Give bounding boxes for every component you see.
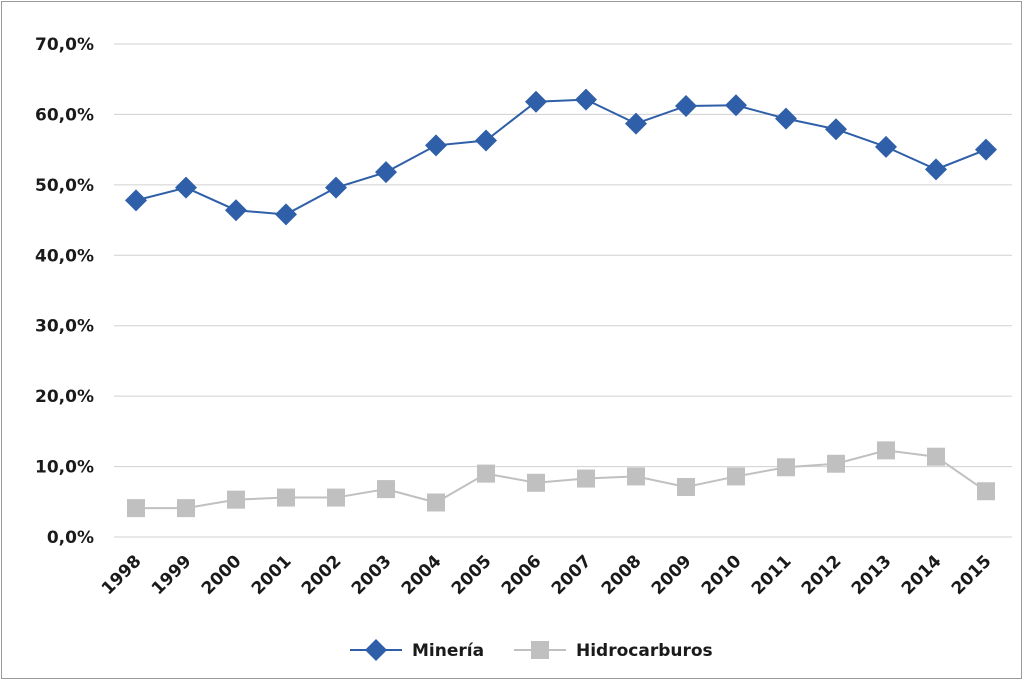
x-tick-label: 2010 xyxy=(698,551,746,599)
data-point xyxy=(177,499,195,518)
x-tick-label: 2011 xyxy=(748,551,796,599)
x-tick-label: 1998 xyxy=(98,551,146,599)
y-tick-label: 0,0% xyxy=(47,528,94,548)
data-point xyxy=(677,477,695,496)
data-point xyxy=(725,94,747,117)
x-tick-label: 2013 xyxy=(848,551,896,599)
data-point xyxy=(127,499,145,518)
data-point xyxy=(125,189,147,212)
x-tick-label: 2001 xyxy=(248,551,296,599)
data-point xyxy=(975,138,997,161)
y-axis-ticks: 0,0% 10,0% 20,0% 30,0% 40,0% 50,0% 60,0% 70,0% xyxy=(35,35,94,548)
legend-marker xyxy=(531,641,549,659)
x-tick-label: 2004 xyxy=(398,551,446,599)
data-point xyxy=(377,480,395,499)
data-point xyxy=(825,118,847,141)
x-tick-label: 2002 xyxy=(298,551,346,599)
y-tick-label: 40,0% xyxy=(35,246,94,266)
x-tick-label: 2005 xyxy=(448,551,496,599)
data-point xyxy=(877,441,895,460)
x-tick-label: 2014 xyxy=(898,551,946,599)
data-point xyxy=(777,458,795,477)
series-line xyxy=(135,98,987,216)
y-tick-label: 50,0% xyxy=(35,176,94,196)
data-point xyxy=(527,473,545,492)
data-point xyxy=(477,464,495,483)
data-point xyxy=(375,161,397,184)
data-point xyxy=(475,129,497,152)
data-point xyxy=(277,488,295,507)
data-point xyxy=(425,134,447,157)
series-mineria xyxy=(125,88,997,226)
data-point xyxy=(827,454,845,473)
y-tick-label: 30,0% xyxy=(35,317,94,337)
data-point xyxy=(325,176,347,199)
x-tick-label: 2009 xyxy=(648,551,696,599)
legend-item-mineria: Minería xyxy=(350,639,484,661)
data-point xyxy=(675,94,697,117)
data-point xyxy=(875,135,897,158)
series-line xyxy=(136,449,987,510)
data-point xyxy=(275,203,297,226)
data-point xyxy=(525,90,547,113)
data-point xyxy=(427,493,445,512)
data-point xyxy=(575,88,597,111)
x-tick-label: 2015 xyxy=(948,551,996,599)
grid-lines xyxy=(114,43,1012,538)
x-axis-ticks: 1998 1999 2000 2001 2002 2003 2004 2005 2006 2007… xyxy=(98,551,996,599)
x-tick-label: 1999 xyxy=(148,551,196,599)
data-point xyxy=(627,467,645,486)
y-tick-label: 20,0% xyxy=(35,387,94,407)
x-tick-label: 2012 xyxy=(798,551,846,599)
legend-label: Minería xyxy=(412,641,484,661)
data-point xyxy=(625,112,647,135)
x-tick-label: 2006 xyxy=(498,551,546,599)
x-tick-label: 2003 xyxy=(348,551,396,599)
legend-item-hidrocarburos: Hidrocarburos xyxy=(514,641,713,661)
legend-marker xyxy=(365,639,387,661)
y-tick-label: 10,0% xyxy=(35,458,94,478)
series-hidrocarburos xyxy=(127,441,995,518)
data-point xyxy=(227,490,245,509)
data-point xyxy=(925,158,947,181)
data-point xyxy=(225,199,247,222)
y-tick-label: 70,0% xyxy=(35,35,94,55)
data-point xyxy=(927,447,945,466)
data-point xyxy=(775,107,797,130)
legend: Minería Hidrocarburos xyxy=(350,639,713,661)
legend-label: Hidrocarburos xyxy=(576,641,713,661)
data-point xyxy=(977,482,995,501)
data-point xyxy=(577,469,595,488)
data-point xyxy=(727,467,745,486)
x-tick-label: 2007 xyxy=(548,551,596,599)
x-tick-label: 2000 xyxy=(198,551,246,599)
x-tick-label: 2008 xyxy=(598,551,646,599)
data-point xyxy=(327,488,345,507)
series-layer xyxy=(125,88,997,518)
data-point xyxy=(175,176,197,199)
y-tick-label: 60,0% xyxy=(35,105,94,125)
